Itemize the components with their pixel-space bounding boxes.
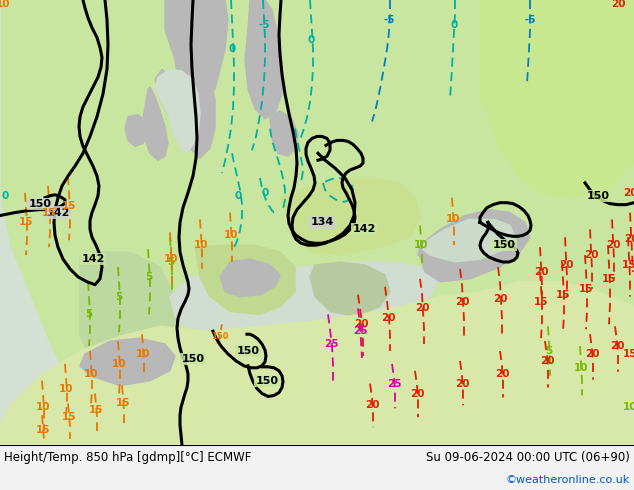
Polygon shape [80,338,175,386]
Text: Height/Temp. 850 hPa [gdmp][°C] ECMWF: Height/Temp. 850 hPa [gdmp][°C] ECMWF [4,451,251,464]
Text: 25: 25 [353,326,367,336]
Polygon shape [198,99,212,128]
Text: 15: 15 [61,200,76,211]
Polygon shape [170,262,440,336]
Text: 150: 150 [29,198,51,209]
Text: 20: 20 [493,294,507,304]
Text: 20: 20 [365,400,379,410]
Text: 0: 0 [1,191,9,201]
Polygon shape [480,0,634,198]
Text: 0: 0 [307,35,314,45]
Text: 15: 15 [89,405,103,416]
Text: 5: 5 [167,257,174,267]
Text: 20: 20 [605,240,620,250]
Text: 150: 150 [493,240,515,250]
Text: 0: 0 [228,45,236,54]
Text: 10: 10 [84,369,98,379]
Polygon shape [418,210,530,282]
Text: Su 09-06-2024 00:00 UTC (06+90): Su 09-06-2024 00:00 UTC (06+90) [426,451,630,464]
Polygon shape [0,0,80,445]
Text: 15: 15 [556,290,570,300]
Text: 142: 142 [46,208,70,218]
Text: 15: 15 [19,218,33,227]
Text: 20: 20 [410,389,424,398]
Text: 20: 20 [584,250,598,260]
Polygon shape [175,49,215,158]
Text: 142: 142 [81,254,105,264]
Polygon shape [155,69,200,153]
Polygon shape [195,0,228,99]
Text: 10: 10 [164,254,178,264]
Polygon shape [142,87,168,160]
Text: 10: 10 [0,0,10,9]
Text: 15: 15 [622,260,634,270]
Text: 10: 10 [136,349,150,359]
Text: 5: 5 [545,346,553,356]
Text: -5: -5 [258,20,269,30]
Polygon shape [195,245,295,315]
Text: 150: 150 [586,191,609,201]
Text: 15: 15 [534,296,548,307]
Text: 15: 15 [602,274,616,284]
Polygon shape [245,0,282,119]
Text: 15: 15 [36,425,50,435]
Text: 10: 10 [59,384,74,393]
Text: 10: 10 [623,402,634,413]
Text: 150: 150 [211,332,229,341]
Text: 0: 0 [235,191,242,201]
Polygon shape [125,115,147,147]
Polygon shape [165,0,215,89]
Text: 20: 20 [624,234,634,245]
Polygon shape [280,178,420,255]
Text: 5: 5 [145,272,153,282]
Text: 15: 15 [623,349,634,359]
Text: 5: 5 [86,309,93,319]
Text: 5: 5 [115,292,122,302]
Polygon shape [270,111,298,156]
Text: 25: 25 [387,379,401,389]
Text: 20: 20 [455,296,469,307]
Text: 15: 15 [116,398,130,408]
Text: 20: 20 [611,0,625,9]
Text: 150: 150 [181,354,205,364]
Text: 20: 20 [495,369,509,379]
Text: 15: 15 [42,208,56,218]
Text: 0: 0 [261,188,269,198]
Text: 10: 10 [224,230,238,240]
Polygon shape [310,262,390,317]
Text: 20: 20 [415,303,429,314]
Polygon shape [155,69,180,128]
Text: 20: 20 [381,314,395,323]
Text: 0: 0 [450,20,458,30]
Polygon shape [80,252,180,395]
Text: 20: 20 [585,349,599,359]
Text: 20: 20 [455,379,469,389]
Text: 15: 15 [579,284,593,294]
Text: 20: 20 [610,341,624,351]
Text: 10: 10 [194,240,208,250]
Text: 20: 20 [623,188,634,198]
Text: 10: 10 [112,359,126,369]
Text: 150: 150 [236,346,259,356]
Text: 150: 150 [256,376,278,386]
Polygon shape [0,282,634,445]
Text: 20: 20 [540,356,554,366]
Text: 10: 10 [446,215,460,224]
Text: 20: 20 [559,260,573,270]
Text: 10: 10 [574,363,588,373]
Text: ©weatheronline.co.uk: ©weatheronline.co.uk [506,475,630,485]
Polygon shape [220,259,280,296]
Text: 134: 134 [311,218,333,227]
Text: 20: 20 [534,267,548,277]
Text: -5: -5 [524,15,536,25]
Text: 20: 20 [354,319,368,329]
Text: 142: 142 [353,224,376,234]
Text: 15: 15 [61,412,76,422]
Text: 10: 10 [36,402,50,413]
Text: 25: 25 [324,339,339,349]
Polygon shape [420,220,515,262]
Text: 10: 10 [414,240,428,250]
Text: -5: -5 [383,15,395,25]
